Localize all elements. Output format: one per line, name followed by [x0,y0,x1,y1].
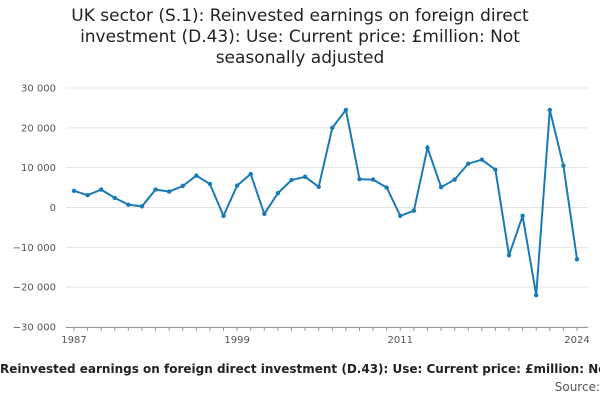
data-point [438,184,444,190]
data-point [425,145,430,150]
data-point [71,188,77,193]
chart-caption: Reinvested earnings on foreign direct in… [0,362,600,376]
y-tick-label: 30 000 [21,84,56,95]
data-point [166,189,172,194]
data-point [207,181,213,187]
data-point [506,253,512,258]
chart-title: UK sector (S.1): Reinvested earnings on … [71,6,529,68]
data-point [534,292,539,298]
data-point [194,173,199,178]
x-tick-label: 1999 [224,335,249,346]
data-point [98,187,104,192]
data-point [180,183,185,189]
data-point [547,107,553,113]
data-point [398,213,403,219]
y-axis-tick-labels: −30 000 −20 000 −10 000 0 10 000 20 000 30 000 [13,84,56,334]
data-point [302,174,308,180]
x-axis: 1987 1999 2011 2024 [61,327,590,346]
data-point [466,161,471,166]
data-point [262,211,267,217]
y-tick-label: −10 000 [13,243,56,254]
data-point [316,184,321,189]
data-point [275,190,281,196]
data-point [85,192,90,198]
y-tick-label: 0 [50,203,56,214]
data-point [289,177,294,183]
data-point [139,204,145,209]
gridlines [66,87,588,328]
y-tick-label: 20 000 [21,123,56,134]
data-point [248,171,253,177]
data-point [520,213,525,219]
data-point [561,163,566,168]
data-point [574,257,580,262]
data-point [112,195,117,201]
data-point [153,187,158,192]
data-point [357,177,362,182]
data-point [343,107,349,113]
data-point [384,185,389,190]
data-point [126,202,131,207]
y-tick-label: 10 000 [21,163,56,174]
data-point [411,208,417,213]
data-point [221,213,226,219]
data-point [234,183,240,188]
data-points [71,107,580,298]
source-label: Source: [554,380,600,394]
x-tick-label: 2011 [388,335,413,346]
data-point [493,167,498,172]
x-tick-label: 2024 [564,335,589,346]
data-point [452,177,457,182]
data-point [330,125,335,131]
x-tick-label: 1987 [61,335,86,346]
y-tick-label: −20 000 [13,283,56,294]
y-tick-label: −30 000 [13,323,56,334]
data-point [479,157,485,162]
data-point [370,177,376,182]
series-line [73,107,578,296]
